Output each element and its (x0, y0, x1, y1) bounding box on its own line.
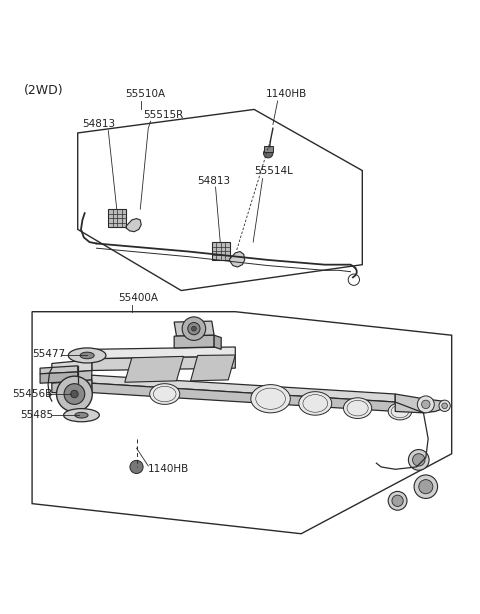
Circle shape (71, 391, 78, 398)
Circle shape (412, 454, 425, 466)
Text: 55485: 55485 (20, 410, 53, 420)
Circle shape (64, 384, 85, 405)
Polygon shape (229, 252, 245, 267)
Ellipse shape (344, 398, 372, 419)
Polygon shape (92, 347, 235, 359)
Text: 1140HB: 1140HB (266, 89, 307, 99)
Circle shape (264, 149, 273, 158)
Text: 54813: 54813 (198, 176, 231, 185)
Polygon shape (52, 380, 92, 392)
Ellipse shape (299, 392, 332, 415)
Circle shape (414, 475, 438, 499)
Text: 55456B: 55456B (12, 389, 52, 399)
Polygon shape (92, 375, 395, 402)
Circle shape (417, 396, 434, 413)
Ellipse shape (251, 384, 290, 413)
Text: 54813: 54813 (83, 119, 116, 129)
Circle shape (130, 460, 143, 473)
Circle shape (57, 376, 92, 412)
Text: 55515R: 55515R (144, 110, 184, 120)
Ellipse shape (80, 352, 94, 359)
Polygon shape (174, 335, 214, 348)
Polygon shape (92, 356, 235, 370)
Circle shape (182, 317, 205, 340)
Circle shape (408, 449, 429, 470)
FancyBboxPatch shape (264, 146, 273, 152)
Circle shape (421, 400, 430, 408)
Polygon shape (92, 383, 395, 411)
Polygon shape (52, 370, 92, 383)
Polygon shape (174, 321, 214, 336)
Polygon shape (126, 219, 141, 231)
Text: 55510A: 55510A (125, 89, 165, 99)
Ellipse shape (388, 403, 412, 420)
Circle shape (192, 326, 196, 331)
Ellipse shape (75, 413, 88, 418)
Ellipse shape (68, 348, 106, 363)
Circle shape (419, 480, 433, 494)
Polygon shape (212, 242, 229, 260)
Polygon shape (108, 209, 126, 227)
Text: 55477: 55477 (32, 349, 65, 359)
Text: 55400A: 55400A (118, 293, 158, 303)
Circle shape (388, 491, 407, 510)
Polygon shape (191, 355, 235, 381)
Ellipse shape (150, 384, 180, 405)
Circle shape (188, 322, 200, 335)
Polygon shape (395, 394, 447, 413)
Ellipse shape (63, 408, 99, 422)
Polygon shape (214, 335, 221, 349)
Text: (2WD): (2WD) (24, 84, 63, 96)
Polygon shape (52, 360, 92, 374)
Circle shape (442, 403, 447, 408)
Circle shape (439, 400, 450, 411)
Circle shape (392, 495, 403, 507)
Polygon shape (40, 372, 78, 383)
Polygon shape (40, 366, 78, 374)
Text: 1140HB: 1140HB (148, 464, 190, 474)
Text: 55514L: 55514L (254, 166, 293, 176)
Polygon shape (125, 356, 183, 383)
